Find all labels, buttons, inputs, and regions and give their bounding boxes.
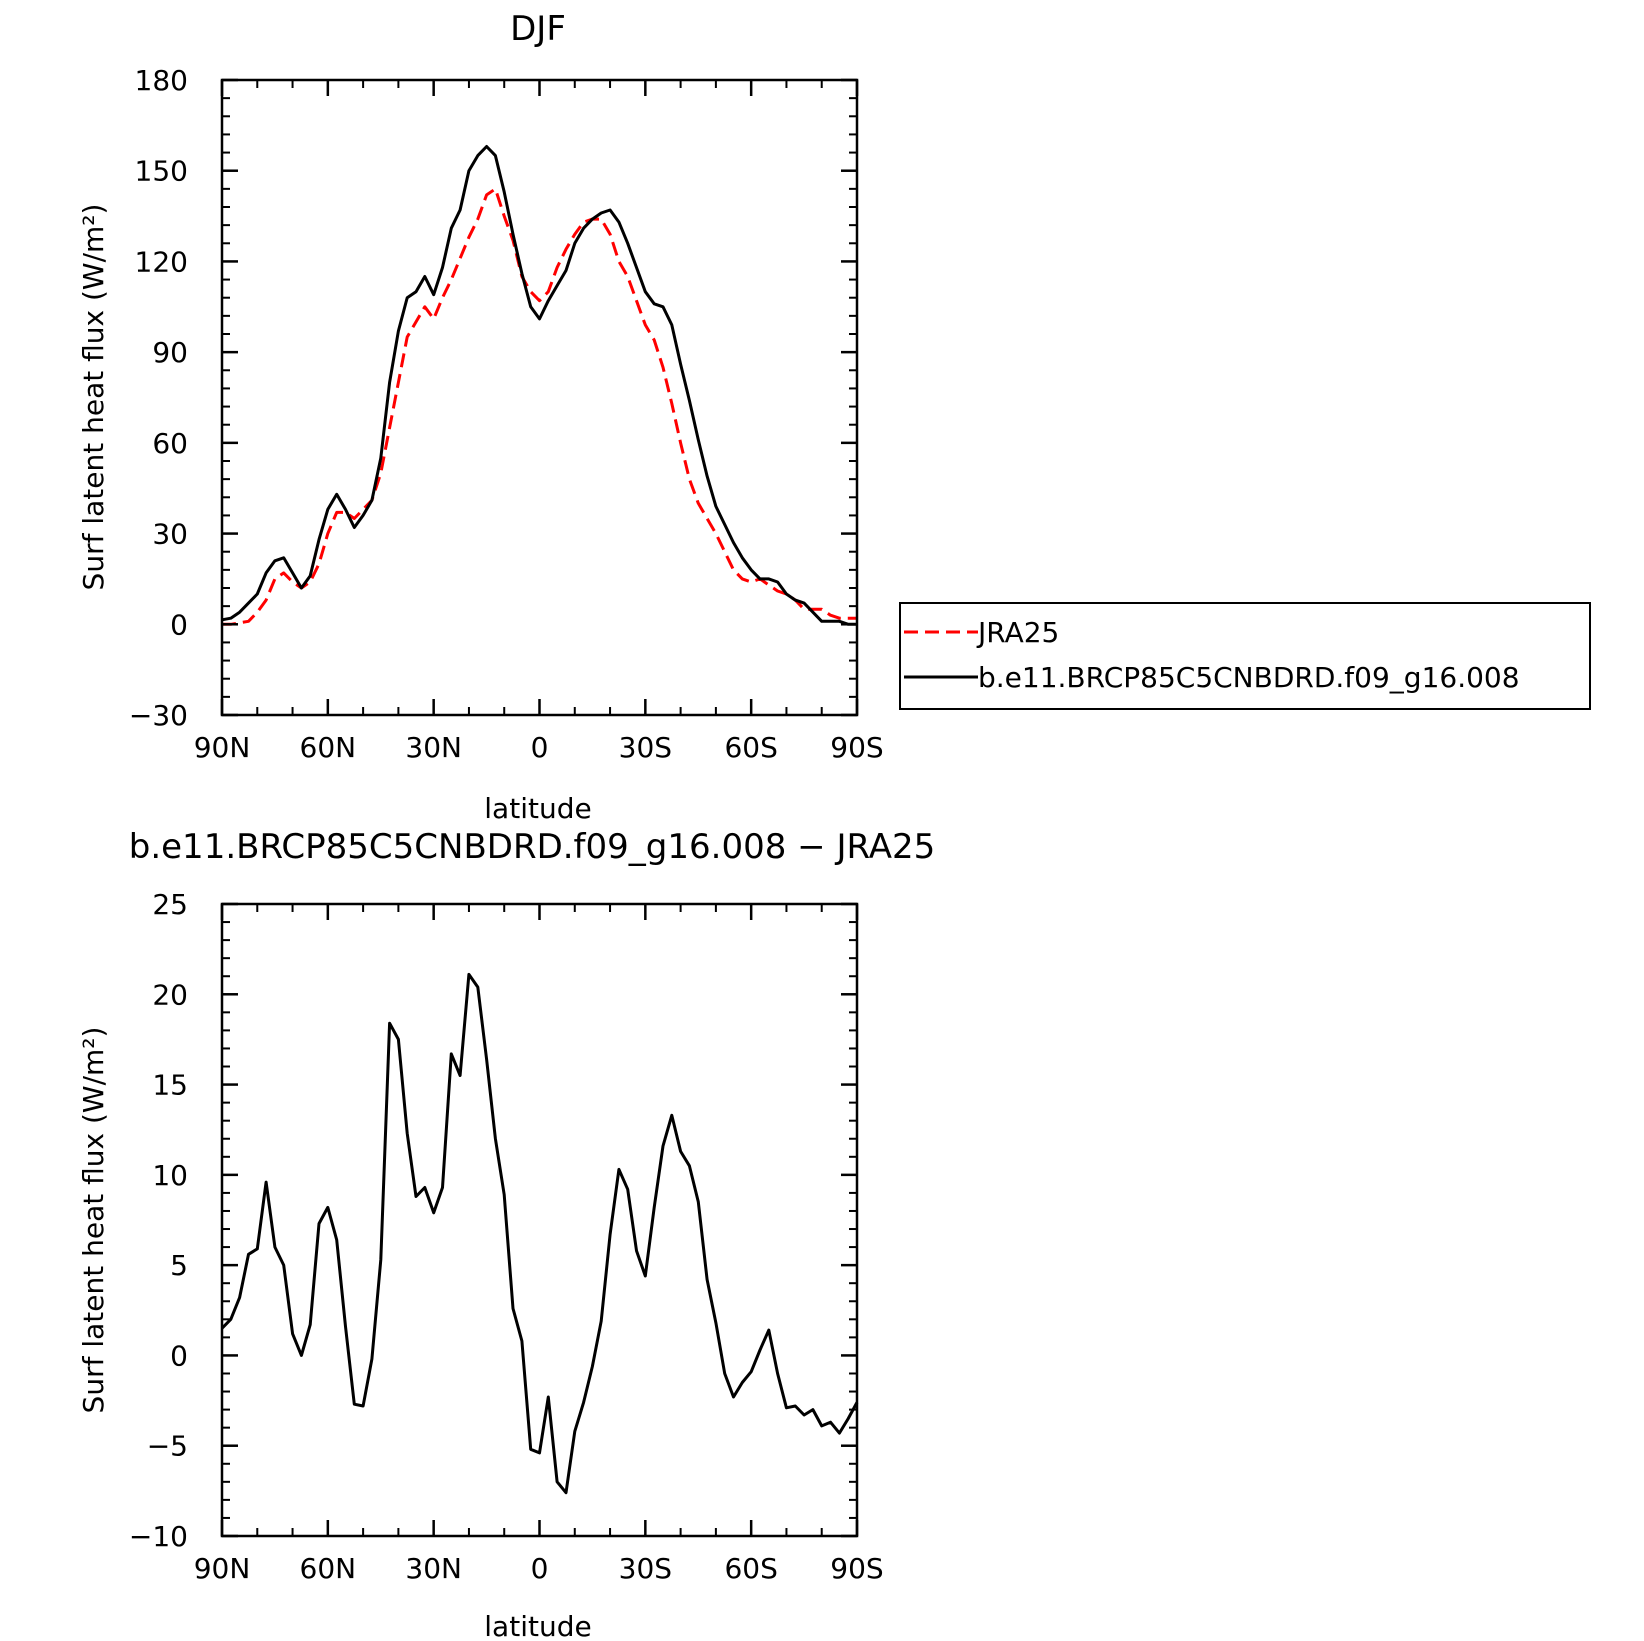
y-tick-label: 60 — [152, 427, 188, 460]
legend-label-model: b.e11.BRCP85C5CNBDRD.f09_g16.008 — [978, 661, 1520, 694]
y-tick-label: 150 — [135, 155, 188, 188]
panel-2: b.e11.BRCP85C5CNBDRD.f09_g16.008 − JRA25… — [77, 827, 935, 1641]
panel-2-title: b.e11.BRCP85C5CNBDRD.f09_g16.008 − JRA25 — [129, 827, 936, 867]
panel-1-series-line-jra25 — [222, 187, 857, 626]
panel-1-series-layer — [221, 145, 857, 626]
panel-1-plot-frame — [220, 78, 859, 717]
panel-1-x-axis-label: latitude — [484, 792, 591, 825]
panel-1: DJF −30 0 30 60 90 120 150 180 90N 60N 30N 0 30S 60S 9… — [77, 9, 1591, 825]
panel-2-series-layer — [220, 972, 859, 1495]
y-tick-label: 90 — [152, 336, 188, 369]
panel-2-x-axis-label: latitude — [484, 1610, 591, 1641]
x-tick-label: 30S — [619, 1552, 672, 1585]
panel-1-y-axis-label: Surf latent heat flux (W/m²) — [77, 204, 110, 591]
x-tick-label: 90N — [194, 1552, 251, 1585]
x-tick-label: 30S — [619, 731, 672, 764]
y-tick-label: 0 — [170, 608, 188, 641]
x-tick-label: 90S — [830, 731, 883, 764]
y-tick-label: 0 — [170, 1339, 188, 1372]
x-tick-label: 60N — [300, 731, 357, 764]
y-tick-label: 10 — [152, 1159, 188, 1192]
panel-2-y-axis-label: Surf latent heat flux (W/m²) — [77, 1027, 110, 1414]
x-tick-label: 60N — [300, 1552, 357, 1585]
panel-2-series-line-difference — [220, 972, 859, 1495]
y-tick-label: 30 — [152, 518, 188, 551]
legend-label-jra25: JRA25 — [976, 616, 1059, 649]
y-tick-label: 25 — [152, 888, 188, 921]
legend: JRA25 b.e11.BRCP85C5CNBDRD.f09_g16.008 — [899, 602, 1591, 710]
x-tick-label: 0 — [531, 731, 549, 764]
y-tick-label: −10 — [129, 1520, 188, 1553]
panel-2-ticks: −10 −5 0 5 10 15 20 25 90N 60N 30N 0 30S 60S 90S — [129, 888, 884, 1585]
x-tick-label: 90N — [194, 731, 251, 764]
panel-1-series-line-b-e11-brcp85c5cnbdrd-f09-g16-008 — [221, 145, 857, 626]
y-tick-label: 15 — [152, 1069, 188, 1102]
x-tick-label: 60S — [724, 1552, 777, 1585]
x-tick-label: 0 — [531, 1552, 549, 1585]
y-tick-label: 120 — [135, 245, 188, 278]
panel-1-title: DJF — [510, 9, 566, 49]
panel-1-ticks: −30 0 30 60 90 120 150 180 90N 60N 30N 0 30S 60S 90S — [129, 64, 884, 764]
x-tick-label: 30N — [405, 1552, 462, 1585]
y-tick-label: −5 — [147, 1430, 188, 1463]
x-tick-label: 30N — [405, 731, 462, 764]
y-tick-label: 5 — [170, 1249, 188, 1282]
y-tick-label: −30 — [129, 699, 188, 732]
legend-box — [899, 602, 1591, 710]
panel-2-plot-frame — [220, 902, 859, 1538]
y-tick-label: 20 — [152, 978, 188, 1011]
x-tick-label: 90S — [830, 1552, 883, 1585]
y-tick-label: 180 — [135, 64, 188, 97]
x-tick-label: 60S — [724, 731, 777, 764]
